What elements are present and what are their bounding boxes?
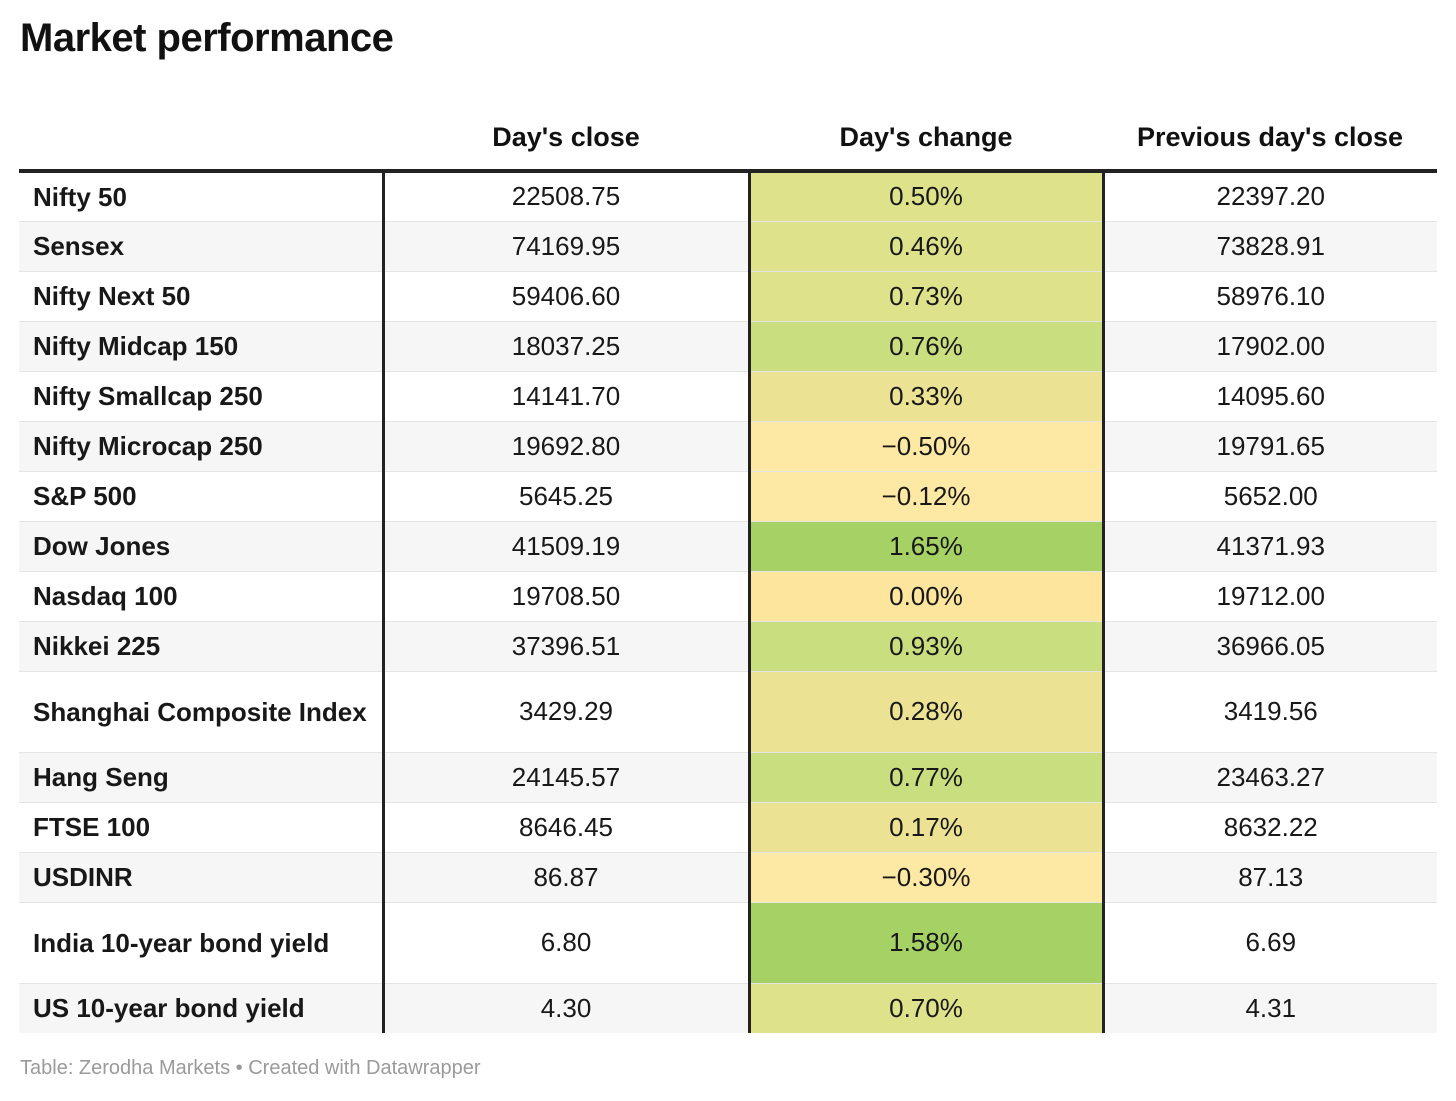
row-name: Hang Seng [19,752,385,803]
days-close-value: 22508.75 [383,171,751,222]
days-close-value: 5645.25 [383,471,751,522]
chart-title: Market performance [20,16,394,60]
column-header-name[interactable] [19,105,383,173]
days-change-value: 0.50% [749,171,1105,222]
days-change-value: 0.00% [749,571,1105,622]
previous-close-value: 5652.00 [1103,471,1437,522]
table-row: US 10-year bond yield 4.30 0.70% 4.31 [19,983,1437,1033]
previous-close-value: 41371.93 [1103,521,1437,572]
days-change-value: −0.12% [749,471,1105,522]
days-close-value: 19692.80 [383,421,751,472]
days-close-value: 24145.57 [383,752,751,803]
row-name: Sensex [19,221,385,272]
previous-close-value: 19712.00 [1103,571,1437,622]
previous-close-value: 58976.10 [1103,271,1437,322]
days-change-value: −0.50% [749,421,1105,472]
source-footer: Table: Zerodha Markets • Created with Da… [20,1057,481,1079]
days-close-value: 86.87 [383,852,751,903]
market-performance-table: Day's close Day's change Previous day's … [19,105,1437,1033]
row-name: FTSE 100 [19,802,385,853]
previous-close-value: 17902.00 [1103,321,1437,372]
table-row: FTSE 100 8646.45 0.17% 8632.22 [19,802,1437,853]
table-row: Nifty Next 50 59406.60 0.73% 58976.10 [19,271,1437,322]
row-name: Nikkei 225 [19,621,385,672]
row-name: S&P 500 [19,471,385,522]
days-change-value: 1.58% [749,902,1105,984]
row-name: Nifty Next 50 [19,271,385,322]
table-row: Nifty 50 22508.75 0.50% 22397.20 [19,171,1437,222]
previous-close-value: 19791.65 [1103,421,1437,472]
days-close-value: 74169.95 [383,221,751,272]
days-close-value: 14141.70 [383,371,751,422]
table-body: Nifty 50 22508.75 0.50% 22397.20 Sensex 74169… [19,171,1437,1033]
table-header-row: Day's close Day's change Previous day's … [19,105,1437,173]
table-row: Nifty Midcap 150 18037.25 0.76% 17902.00 [19,321,1437,372]
previous-close-value: 22397.20 [1103,171,1437,222]
previous-close-value: 14095.60 [1103,371,1437,422]
days-close-value: 6.80 [383,902,751,984]
table-row: Sensex 74169.95 0.46% 73828.91 [19,221,1437,272]
previous-close-value: 4.31 [1103,983,1437,1033]
days-change-value: 0.28% [749,671,1105,753]
row-name: Nasdaq 100 [19,571,385,622]
table-row: S&P 500 5645.25 −0.12% 5652.00 [19,471,1437,522]
column-header-days-close[interactable]: Day's close [383,105,749,173]
days-close-value: 59406.60 [383,271,751,322]
row-name: Nifty 50 [19,171,385,222]
column-header-previous-close[interactable]: Previous day's close [1103,105,1437,173]
table-row: Nasdaq 100 19708.50 0.00% 19712.00 [19,571,1437,622]
previous-close-value: 73828.91 [1103,221,1437,272]
days-close-value: 8646.45 [383,802,751,853]
previous-close-value: 36966.05 [1103,621,1437,672]
days-change-value: 0.33% [749,371,1105,422]
previous-close-value: 6.69 [1103,902,1437,984]
previous-close-value: 8632.22 [1103,802,1437,853]
row-name: Nifty Smallcap 250 [19,371,385,422]
row-name: Nifty Midcap 150 [19,321,385,372]
row-name: India 10-year bond yield [19,902,385,984]
days-change-value: 0.46% [749,221,1105,272]
row-name: Shanghai Composite Index [19,671,385,753]
days-change-value: 1.65% [749,521,1105,572]
days-change-value: 0.76% [749,321,1105,372]
table-row: Nifty Microcap 250 19692.80 −0.50% 19791.65 [19,421,1437,472]
days-change-value: 0.17% [749,802,1105,853]
days-close-value: 41509.19 [383,521,751,572]
row-name: USDINR [19,852,385,903]
table-row: India 10-year bond yield 6.80 1.58% 6.69 [19,902,1437,984]
days-close-value: 4.30 [383,983,751,1033]
table-row: Nikkei 225 37396.51 0.93% 36966.05 [19,621,1437,672]
table-row: Dow Jones 41509.19 1.65% 41371.93 [19,521,1437,572]
previous-close-value: 3419.56 [1103,671,1437,753]
row-name: Dow Jones [19,521,385,572]
previous-close-value: 23463.27 [1103,752,1437,803]
table-row: Nifty Smallcap 250 14141.70 0.33% 14095.60 [19,371,1437,422]
days-change-value: −0.30% [749,852,1105,903]
days-change-value: 0.70% [749,983,1105,1033]
table-row: Hang Seng 24145.57 0.77% 23463.27 [19,752,1437,803]
previous-close-value: 87.13 [1103,852,1437,903]
days-close-value: 18037.25 [383,321,751,372]
days-close-value: 19708.50 [383,571,751,622]
days-change-value: 0.93% [749,621,1105,672]
row-name: US 10-year bond yield [19,983,385,1033]
days-change-value: 0.73% [749,271,1105,322]
row-name: Nifty Microcap 250 [19,421,385,472]
days-close-value: 37396.51 [383,621,751,672]
column-header-days-change[interactable]: Day's change [749,105,1103,173]
table-row: USDINR 86.87 −0.30% 87.13 [19,852,1437,903]
days-close-value: 3429.29 [383,671,751,753]
days-change-value: 0.77% [749,752,1105,803]
table-row: Shanghai Composite Index 3429.29 0.28% 3419… [19,671,1437,753]
